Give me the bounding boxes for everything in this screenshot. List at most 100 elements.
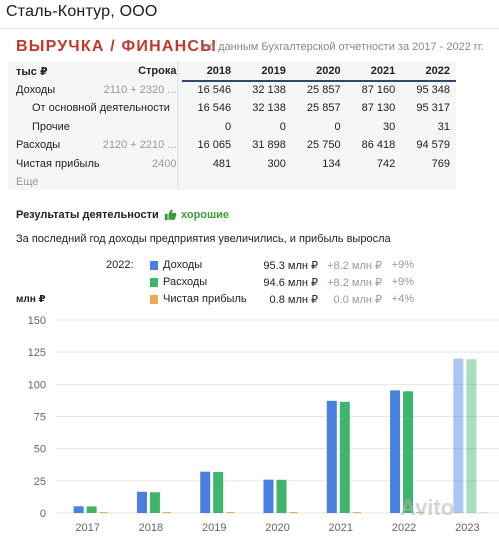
- results-description: За последний год доходы предприятия увел…: [16, 233, 391, 245]
- bar-expenses: [466, 359, 477, 513]
- legend-delta: 0.0 млн ₽: [333, 294, 382, 306]
- bar-net-profit: [416, 511, 425, 513]
- legend-name: Доходы: [163, 259, 203, 271]
- year-header: 2021: [346, 62, 402, 82]
- bar-net-profit: [162, 512, 171, 513]
- more-link[interactable]: Еще: [16, 176, 39, 189]
- x-tick-label: 2023: [455, 522, 479, 534]
- bar-expenses: [149, 492, 160, 513]
- y-tick-label: 125: [28, 347, 46, 359]
- legend-swatch: [150, 278, 158, 287]
- table-row-core-activity: От основной деятельности 16 546 32 138 2…: [8, 99, 456, 118]
- legend-value: 95.3 млн ₽: [263, 260, 318, 272]
- finance-table: тыс ₽ Строка 2018 2019 2020 2021 2022 До…: [8, 62, 456, 192]
- x-tick-label: 2019: [202, 522, 226, 534]
- cell: 94 579: [416, 139, 450, 152]
- chart-unit-label: млн ₽: [16, 294, 46, 305]
- results-rating: хорошие: [181, 209, 230, 221]
- cell: 30: [383, 120, 396, 133]
- divider: [0, 28, 499, 29]
- cell: 25 750: [306, 139, 341, 152]
- cell: 0: [225, 120, 232, 133]
- cell: 25 857: [306, 102, 341, 115]
- y-tick-label: 50: [34, 444, 46, 456]
- y-tick-label: 75: [34, 412, 46, 424]
- row-code: 2110 + 2320 ...: [103, 83, 177, 96]
- legend-delta: +8.2 млн ₽: [327, 260, 382, 272]
- legend-percent: +4%: [391, 293, 414, 305]
- legend-percent: +9%: [391, 259, 414, 271]
- avito-watermark: Avito: [400, 495, 455, 520]
- bar-income: [200, 471, 211, 513]
- bar-income: [73, 506, 84, 513]
- cell: 16 065: [197, 139, 232, 152]
- row-code: 2120 + 2210 ...: [102, 139, 177, 152]
- legend-name: Чистая прибыль: [163, 293, 247, 305]
- cell: 25 857: [306, 84, 341, 97]
- section-subtitle: по данным Бухгалтерской отчетности за 20…: [203, 41, 484, 53]
- y-tick-label: 100: [28, 379, 46, 391]
- row-label: От основной деятельности: [32, 102, 170, 115]
- year-header: 2020: [291, 62, 347, 82]
- cell: 32 138: [252, 102, 286, 115]
- bar-net-profit: [479, 512, 488, 513]
- legend-swatch: [150, 261, 158, 270]
- cell: 31 898: [252, 139, 286, 152]
- bar-net-profit: [99, 512, 108, 513]
- bar-income: [263, 479, 274, 513]
- cell: 0: [279, 120, 286, 133]
- bar-expenses: [86, 506, 97, 513]
- y-tick-label: 0: [40, 508, 46, 520]
- cell: 16 546: [197, 102, 232, 115]
- bar-net-profit: [226, 512, 235, 513]
- cell: 300: [267, 157, 286, 170]
- bar-income: [453, 358, 464, 513]
- table-row-income[interactable]: Доходы 2110 + 2320 ... 16 546 32 138 25 …: [8, 81, 456, 100]
- code-header: Строка: [138, 65, 177, 78]
- bar-income: [390, 390, 401, 513]
- y-tick-label: 150: [28, 315, 46, 327]
- table-scroll-shadow: [177, 61, 180, 190]
- row-label: Чистая прибыль: [16, 157, 100, 170]
- table-row-more[interactable]: Еще: [8, 173, 456, 192]
- table-row-expenses[interactable]: Расходы 2120 + 2210 ... 16 065 31 898 25…: [8, 136, 456, 155]
- row-code: 2400: [151, 157, 177, 170]
- bar-net-profit: [352, 512, 361, 513]
- cell: 87 160: [361, 84, 396, 97]
- row-label: Расходы: [16, 139, 61, 152]
- results-title: Результаты деятельности: [16, 209, 159, 221]
- row-label: Прочие: [32, 120, 70, 133]
- year-header: 2019: [237, 62, 292, 82]
- legend-delta: +8.2 млн ₽: [327, 277, 382, 289]
- x-tick-label: 2020: [265, 522, 289, 534]
- legend-value: 0.8 млн ₽: [269, 294, 318, 306]
- bar-expenses: [339, 401, 350, 513]
- legend-percent: +9%: [391, 276, 414, 288]
- thumbs-up-icon: [164, 209, 177, 221]
- bar-net-profit: [289, 512, 298, 513]
- cell: 32 138: [252, 84, 286, 97]
- cell: 769: [431, 157, 450, 170]
- legend-name: Расходы: [163, 276, 208, 288]
- bar-expenses: [276, 479, 287, 513]
- legend-year: 2022:: [106, 259, 134, 271]
- table-row-other: Прочие 0 0 0 30 31: [8, 118, 456, 137]
- table-row-net-profit: Чистая прибыль 2400 481 300 134 742 769: [8, 155, 456, 174]
- x-tick-label: 2022: [392, 522, 416, 534]
- finance-table-background: [8, 61, 456, 190]
- cell: 95 317: [416, 102, 450, 115]
- legend-value: 94.6 млн ₽: [263, 277, 318, 289]
- cell: 31: [437, 120, 450, 133]
- unit-header: тыс ₽: [16, 65, 48, 78]
- cell: 0: [334, 120, 341, 133]
- x-tick-label: 2021: [329, 522, 353, 534]
- year-header: 2018: [182, 62, 238, 82]
- cell: 742: [376, 157, 396, 170]
- bar-expenses: [403, 391, 414, 513]
- cell: 481: [212, 157, 232, 170]
- section-title: ВЫРУЧКА / ФИНАНСЫ: [16, 38, 217, 55]
- legend-swatch: [150, 295, 158, 304]
- cell: 87 130: [361, 102, 396, 115]
- table-header-row: тыс ₽ Строка 2018 2019 2020 2021 2022: [8, 62, 456, 82]
- revenue-bar-chart: 0 25 50 75 100 125 150 2017 2018 2019 2020 2021 2022…: [28, 315, 499, 534]
